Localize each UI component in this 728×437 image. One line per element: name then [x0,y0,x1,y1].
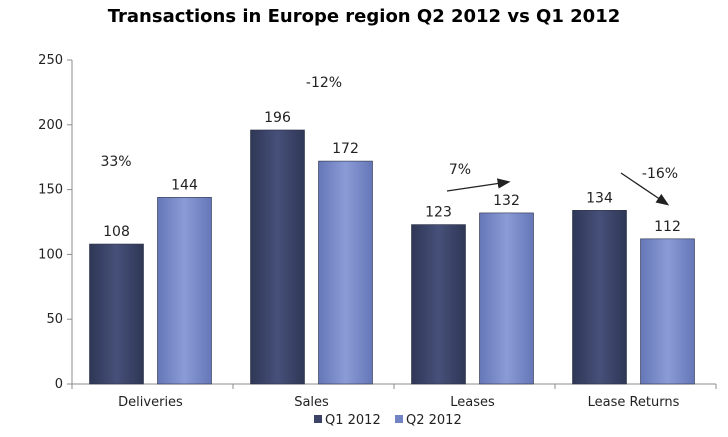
bar [411,224,466,385]
annotation-label: 7% [449,162,471,178]
bar [157,197,212,385]
trend-arrow-down [620,172,670,206]
annotation-label: -16% [642,166,678,182]
bar [640,238,695,385]
x-tick-label: Sales [294,395,329,410]
annotation-label: 33% [100,154,131,170]
bar [479,212,534,385]
chart-title: Transactions in Europe region Q2 2012 vs… [107,6,621,27]
data-label: 134 [586,190,613,206]
annotation-label: -12% [306,75,342,91]
data-label: 132 [493,193,520,209]
data-label: 196 [264,110,291,126]
data-label: 123 [425,205,452,221]
y-tick-label: 50 [46,312,63,327]
bar [318,160,373,385]
legend-swatch [314,415,322,423]
y-tick-label: 250 [38,53,63,68]
x-tick-label: Leases [450,395,495,410]
y-tick-label: 100 [38,247,63,262]
y-tick-label: 200 [38,118,63,133]
legend-label: Q1 2012 [325,413,381,428]
data-label: 144 [171,177,198,193]
x-tick-label: Deliveries [118,395,183,410]
legend-label: Q2 2012 [406,413,462,428]
data-label: 172 [332,141,359,157]
y-tick-label: 150 [38,183,63,198]
bar [572,210,627,385]
bar [250,129,305,385]
trend-arrow-up [446,178,511,192]
bar [89,243,144,385]
legend-swatch [395,415,403,423]
y-tick-label: 0 [55,377,63,392]
data-label: 108 [103,224,130,240]
data-label: 112 [654,219,681,235]
x-tick-label: Lease Returns [588,395,680,410]
